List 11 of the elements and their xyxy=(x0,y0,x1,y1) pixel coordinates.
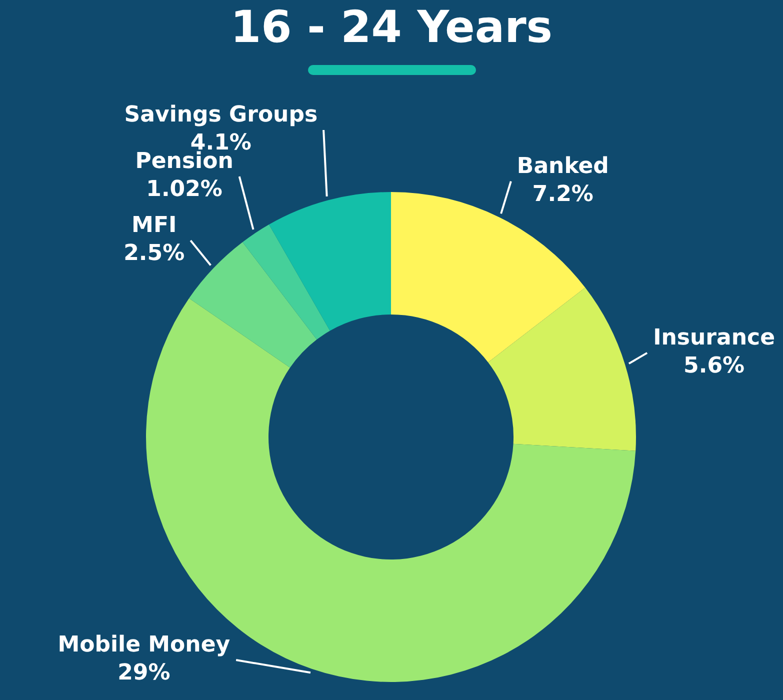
data-label: 1.02% xyxy=(146,177,222,202)
chart-title: 16 - 24 Years xyxy=(230,2,552,53)
slice-label: Insurance xyxy=(653,326,776,351)
data-label: 7.2% xyxy=(532,182,594,208)
data-label: 2.5% xyxy=(124,241,185,266)
slice-label: Savings Groups xyxy=(124,102,318,128)
data-label: 5.6% xyxy=(684,354,745,379)
slice-label: Banked xyxy=(516,154,609,180)
slice-label: Mobile Money xyxy=(58,632,230,658)
data-label: 29% xyxy=(118,660,170,686)
slice-label: MFI xyxy=(132,213,177,238)
